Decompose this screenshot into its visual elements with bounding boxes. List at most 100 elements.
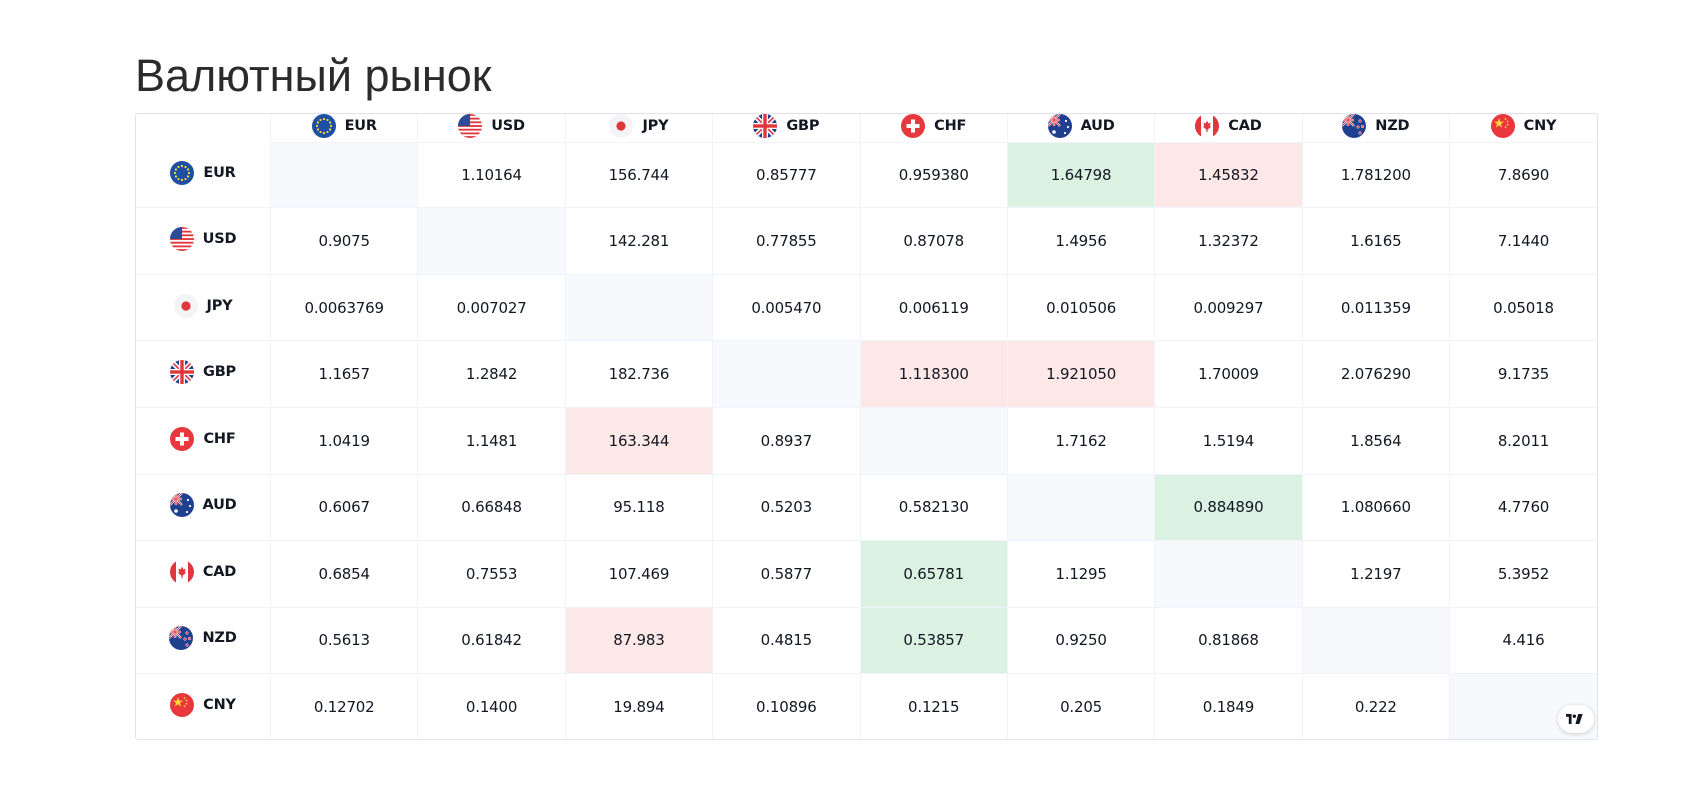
rate-cell-jpy-cad[interactable]: 0.009297 — [1154, 273, 1303, 342]
rate-cell-cny-usd[interactable]: 0.1400 — [417, 673, 566, 739]
column-header-usd[interactable]: USD — [417, 114, 566, 143]
rate-cell-nzd-cny[interactable]: 4.416 — [1449, 606, 1597, 675]
rate-cell-gbp-jpy[interactable]: 182.736 — [564, 340, 714, 408]
rate-cell-gbp-aud[interactable]: 1.921050 — [1006, 340, 1156, 408]
row-header-gbp[interactable]: GBP — [136, 340, 271, 408]
rate-cell-gbp-usd[interactable]: 1.2842 — [417, 340, 566, 408]
rate-cell-aud-jpy[interactable]: 95.118 — [564, 473, 714, 542]
column-currency-eur[interactable]: EUR — [311, 114, 377, 138]
rate-cell-chf-jpy[interactable]: 163.344 — [564, 406, 714, 475]
column-header-aud[interactable]: AUD — [1006, 114, 1156, 143]
row-header-eur[interactable]: EUR — [136, 142, 271, 209]
column-currency-jpy[interactable]: JPY — [609, 114, 669, 138]
row-header-jpy[interactable]: JPY — [136, 273, 271, 342]
rate-cell-cny-gbp[interactable]: 0.10896 — [712, 673, 861, 739]
rate-cell-cny-aud[interactable]: 0.205 — [1006, 673, 1156, 739]
rate-cell-cad-eur[interactable]: 0.6854 — [269, 540, 419, 608]
rate-cell-jpy-aud[interactable]: 0.010506 — [1006, 273, 1156, 342]
rate-cell-usd-chf[interactable]: 0.87078 — [859, 207, 1008, 275]
rate-cell-nzd-eur[interactable]: 0.5613 — [269, 606, 419, 675]
row-header-cny[interactable]: CNY — [136, 673, 271, 739]
rate-cell-chf-cny[interactable]: 8.2011 — [1449, 406, 1597, 475]
tradingview-logo-icon[interactable] — [1558, 705, 1594, 733]
rate-cell-aud-cad[interactable]: 0.884890 — [1154, 473, 1303, 542]
rate-cell-gbp-cad[interactable]: 1.70009 — [1154, 340, 1303, 408]
rate-cell-cny-jpy[interactable]: 19.894 — [564, 673, 714, 739]
row-currency-nzd[interactable]: NZD — [169, 626, 237, 651]
rate-cell-jpy-eur[interactable]: 0.0063769 — [269, 273, 419, 342]
rate-cell-chf-nzd[interactable]: 1.8564 — [1301, 406, 1451, 475]
rate-cell-nzd-gbp[interactable]: 0.4815 — [712, 606, 861, 675]
rate-cell-usd-eur[interactable]: 0.9075 — [269, 207, 419, 275]
rate-cell-cad-nzd[interactable]: 1.2197 — [1301, 540, 1451, 608]
rate-cell-cny-cad[interactable]: 0.1849 — [1154, 673, 1303, 739]
row-currency-eur[interactable]: EUR — [170, 160, 236, 185]
rate-cell-eur-gbp[interactable]: 0.85777 — [712, 141, 861, 209]
rate-cell-cad-chf[interactable]: 0.65781 — [859, 540, 1008, 608]
rate-cell-jpy-nzd[interactable]: 0.011359 — [1301, 273, 1451, 342]
row-currency-gbp[interactable]: GBP — [170, 360, 236, 385]
column-currency-gbp[interactable]: GBP — [753, 114, 819, 138]
column-currency-cny[interactable]: CNY — [1490, 114, 1557, 138]
row-currency-jpy[interactable]: JPY — [173, 293, 233, 318]
row-header-usd[interactable]: USD — [136, 207, 271, 275]
column-header-gbp[interactable]: GBP — [712, 114, 861, 143]
row-header-chf[interactable]: CHF — [136, 406, 271, 475]
rate-cell-aud-cny[interactable]: 4.7760 — [1449, 473, 1597, 542]
rate-cell-chf-usd[interactable]: 1.1481 — [417, 406, 566, 475]
column-currency-usd[interactable]: USD — [458, 114, 525, 138]
rate-cell-cad-cny[interactable]: 5.3952 — [1449, 540, 1597, 608]
rate-cell-aud-usd[interactable]: 0.66848 — [417, 473, 566, 542]
column-currency-nzd[interactable]: NZD — [1342, 114, 1410, 138]
row-header-cad[interactable]: CAD — [136, 540, 271, 608]
rate-cell-aud-chf[interactable]: 0.582130 — [859, 473, 1008, 542]
rate-cell-eur-cny[interactable]: 7.8690 — [1449, 141, 1597, 209]
column-currency-cad[interactable]: CAD — [1195, 114, 1262, 138]
rate-cell-usd-aud[interactable]: 1.4956 — [1006, 207, 1156, 275]
rate-cell-gbp-cny[interactable]: 9.1735 — [1449, 340, 1597, 408]
column-currency-chf[interactable]: CHF — [901, 114, 966, 138]
rate-cell-eur-nzd[interactable]: 1.781200 — [1301, 141, 1451, 209]
rate-cell-usd-cad[interactable]: 1.32372 — [1154, 207, 1303, 275]
column-header-eur[interactable]: EUR — [269, 114, 419, 143]
rate-cell-eur-jpy[interactable]: 156.744 — [564, 141, 714, 209]
rate-cell-chf-aud[interactable]: 1.7162 — [1006, 406, 1156, 475]
rate-cell-jpy-gbp[interactable]: 0.005470 — [712, 273, 861, 342]
rate-cell-nzd-jpy[interactable]: 87.983 — [564, 606, 714, 675]
rate-cell-usd-gbp[interactable]: 0.77855 — [712, 207, 861, 275]
rate-cell-aud-gbp[interactable]: 0.5203 — [712, 473, 861, 542]
rate-cell-cny-eur[interactable]: 0.12702 — [269, 673, 419, 739]
column-header-jpy[interactable]: JPY — [564, 114, 714, 143]
column-header-cny[interactable]: CNY — [1449, 114, 1597, 143]
rate-cell-jpy-chf[interactable]: 0.006119 — [859, 273, 1008, 342]
rate-cell-chf-gbp[interactable]: 0.8937 — [712, 406, 861, 475]
rate-cell-usd-nzd[interactable]: 1.6165 — [1301, 207, 1451, 275]
column-currency-aud[interactable]: AUD — [1047, 114, 1115, 138]
rate-cell-usd-jpy[interactable]: 142.281 — [564, 207, 714, 275]
rate-cell-usd-cny[interactable]: 7.1440 — [1449, 207, 1597, 275]
rate-cell-nzd-cad[interactable]: 0.81868 — [1154, 606, 1303, 675]
rate-cell-nzd-aud[interactable]: 0.9250 — [1006, 606, 1156, 675]
rate-cell-cad-usd[interactable]: 0.7553 — [417, 540, 566, 608]
row-currency-cad[interactable]: CAD — [169, 559, 236, 584]
column-header-chf[interactable]: CHF — [859, 114, 1008, 143]
rate-cell-eur-chf[interactable]: 0.959380 — [859, 141, 1008, 209]
rate-cell-cad-aud[interactable]: 1.1295 — [1006, 540, 1156, 608]
row-header-nzd[interactable]: NZD — [136, 606, 271, 675]
rate-cell-eur-aud[interactable]: 1.64798 — [1006, 141, 1156, 209]
rate-cell-cny-chf[interactable]: 0.1215 — [859, 673, 1008, 739]
rate-cell-gbp-nzd[interactable]: 2.076290 — [1301, 340, 1451, 408]
rate-cell-eur-cad[interactable]: 1.45832 — [1154, 141, 1303, 209]
rate-cell-chf-cad[interactable]: 1.5194 — [1154, 406, 1303, 475]
column-header-nzd[interactable]: NZD — [1301, 114, 1451, 143]
rate-cell-gbp-eur[interactable]: 1.1657 — [269, 340, 419, 408]
column-header-cad[interactable]: CAD — [1154, 114, 1303, 143]
rate-cell-jpy-cny[interactable]: 0.05018 — [1449, 273, 1597, 342]
rate-cell-nzd-chf[interactable]: 0.53857 — [859, 606, 1008, 675]
row-currency-usd[interactable]: USD — [169, 227, 237, 252]
row-currency-cny[interactable]: CNY — [170, 692, 236, 717]
rate-cell-cad-gbp[interactable]: 0.5877 — [712, 540, 861, 608]
rate-cell-aud-nzd[interactable]: 1.080660 — [1301, 473, 1451, 542]
rate-cell-jpy-usd[interactable]: 0.007027 — [417, 273, 566, 342]
rate-cell-nzd-usd[interactable]: 0.61842 — [417, 606, 566, 675]
